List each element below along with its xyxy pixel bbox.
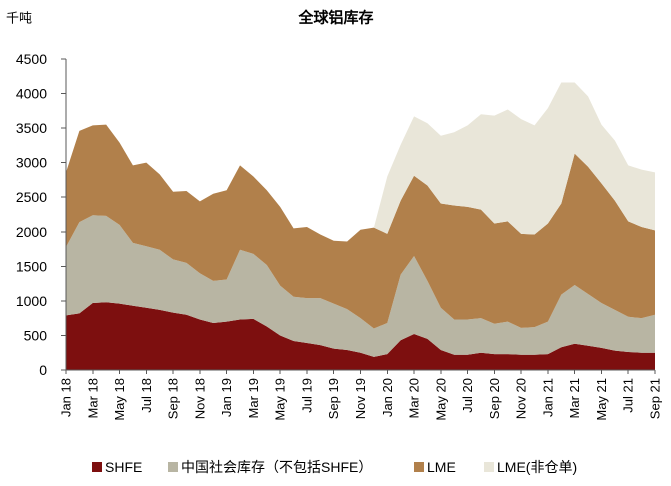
x-tick-label: Jan 20 <box>380 378 395 417</box>
x-tick-label: Jan 19 <box>219 378 234 417</box>
y-tick-label: 1000 <box>16 293 47 309</box>
legend-swatch-china-social-inventory <box>168 462 178 472</box>
legend-label-china-social-inventory: 中国社会库存（不包括SHFE） <box>181 459 372 475</box>
x-tick-label: Nov 18 <box>192 378 207 419</box>
lme-area <box>66 124 655 329</box>
y-tick-label: 500 <box>24 327 48 343</box>
y-tick-label: 1500 <box>16 258 47 274</box>
x-tick-label: Jul 18 <box>139 378 154 413</box>
x-tick-label: Nov 20 <box>514 378 529 419</box>
x-tick-label: Jan 18 <box>59 378 74 417</box>
y-tick-label: 2500 <box>16 189 47 205</box>
x-tick-label: Jul 21 <box>621 378 636 413</box>
legend-label-shfe: SHFE <box>105 459 142 475</box>
areas-layer <box>66 82 655 370</box>
legend-swatch-shfe <box>92 462 102 472</box>
x-tick-label: May 19 <box>273 378 288 421</box>
y-tick-label: 4500 <box>16 51 47 67</box>
legend: SHFE 中国社会库存（不包括SHFE） LME LME(非仓单) <box>92 459 577 475</box>
x-tick-label: Mar 18 <box>85 378 100 418</box>
y-tick-label: 0 <box>39 362 47 378</box>
legend-swatch-lme <box>414 462 424 472</box>
y-tick-label: 3500 <box>16 120 47 136</box>
y-axis-unit-label: 千吨 <box>6 11 32 26</box>
x-tick-label: Mar 20 <box>407 378 422 418</box>
x-tick-label: May 21 <box>594 378 609 421</box>
y-tick-label: 4000 <box>16 86 47 102</box>
y-tick-label: 2000 <box>16 224 47 240</box>
x-tick-label: Nov 19 <box>353 378 368 419</box>
chart-title: 全球铝库存 <box>297 9 373 27</box>
x-tick-label: May 18 <box>112 378 127 421</box>
x-axis: Jan 18 Mar 18 May 18 Jul 18 Sep 18 Nov 18 Jan … <box>59 369 663 421</box>
x-tick-label: May 20 <box>433 378 448 421</box>
x-tick-label: Sep 18 <box>166 378 181 419</box>
x-tick-label: Jul 20 <box>460 378 475 413</box>
x-tick-label: Jan 21 <box>540 378 555 417</box>
legend-swatch-lme-off-warrant <box>484 462 494 472</box>
x-tick-label: Sep 20 <box>487 378 502 419</box>
legend-label-lme: LME <box>427 459 456 475</box>
y-tick-label: 3000 <box>16 155 47 171</box>
lme-off-warrant-area <box>66 82 655 242</box>
shfe-area <box>66 302 655 370</box>
y-axis: 0 500 1000 1500 2000 2500 3000 3500 4000 4500 <box>16 51 67 378</box>
china-social-inventory-area <box>66 215 655 357</box>
legend-label-lme-off-warrant: LME(非仓单) <box>497 459 577 475</box>
x-tick-label: Mar 19 <box>246 378 261 418</box>
x-tick-label: Jul 19 <box>299 378 314 413</box>
x-tick-label: Sep 19 <box>326 378 341 419</box>
x-tick-label: Sep 21 <box>648 378 663 419</box>
x-tick-label: Mar 21 <box>567 378 582 418</box>
